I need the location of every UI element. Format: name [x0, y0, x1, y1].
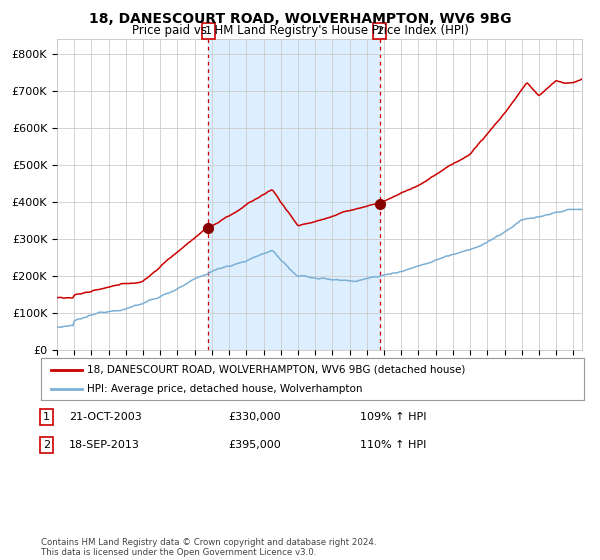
- Text: 21-OCT-2003: 21-OCT-2003: [69, 412, 142, 422]
- Text: 18, DANESCOURT ROAD, WOLVERHAMPTON, WV6 9BG (detached house): 18, DANESCOURT ROAD, WOLVERHAMPTON, WV6 …: [87, 365, 466, 375]
- Text: £395,000: £395,000: [228, 440, 281, 450]
- Bar: [208, 39, 380, 350]
- Text: 110% ↑ HPI: 110% ↑ HPI: [360, 440, 427, 450]
- Text: £330,000: £330,000: [228, 412, 281, 422]
- Text: Price paid vs. HM Land Registry's House Price Index (HPI): Price paid vs. HM Land Registry's House …: [131, 24, 469, 37]
- Text: 18, DANESCOURT ROAD, WOLVERHAMPTON, WV6 9BG: 18, DANESCOURT ROAD, WOLVERHAMPTON, WV6 …: [89, 12, 511, 26]
- Text: 2: 2: [376, 26, 383, 36]
- Text: 2: 2: [43, 440, 50, 450]
- Text: 18-SEP-2013: 18-SEP-2013: [69, 440, 140, 450]
- Text: 1: 1: [205, 26, 212, 36]
- Text: HPI: Average price, detached house, Wolverhampton: HPI: Average price, detached house, Wolv…: [87, 384, 362, 394]
- Text: 1: 1: [43, 412, 50, 422]
- Text: 109% ↑ HPI: 109% ↑ HPI: [360, 412, 427, 422]
- Text: Contains HM Land Registry data © Crown copyright and database right 2024.
This d: Contains HM Land Registry data © Crown c…: [41, 538, 376, 557]
